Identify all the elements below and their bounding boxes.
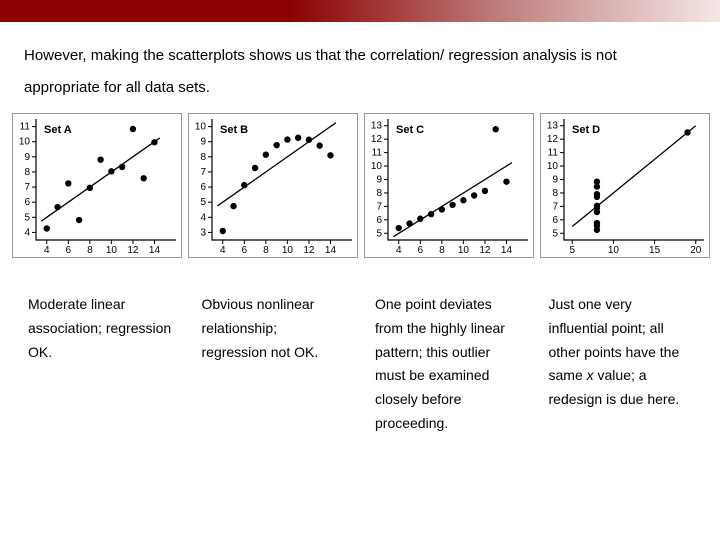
svg-text:20: 20 xyxy=(690,245,702,256)
svg-text:14: 14 xyxy=(501,245,513,256)
svg-text:10: 10 xyxy=(195,122,207,133)
caption-c: One point deviates from the highly linea… xyxy=(375,293,519,436)
svg-text:10: 10 xyxy=(282,245,294,256)
svg-text:13: 13 xyxy=(371,121,383,132)
svg-text:11: 11 xyxy=(20,122,31,133)
svg-text:4: 4 xyxy=(24,227,30,238)
svg-text:Set A: Set A xyxy=(44,124,72,136)
svg-text:6: 6 xyxy=(376,215,382,226)
svg-text:8: 8 xyxy=(87,245,93,256)
svg-text:6: 6 xyxy=(552,215,558,226)
svg-text:Set D: Set D xyxy=(572,124,600,136)
svg-text:6: 6 xyxy=(24,197,30,208)
header-gradient-bar xyxy=(0,0,720,22)
caption-d: Just one very influential point; all oth… xyxy=(549,293,693,436)
svg-text:9: 9 xyxy=(24,152,30,163)
svg-text:5: 5 xyxy=(552,228,558,239)
svg-text:9: 9 xyxy=(200,137,206,148)
captions-row: Moderate linear association; regression … xyxy=(0,263,720,436)
svg-text:9: 9 xyxy=(376,175,382,186)
svg-text:3: 3 xyxy=(200,227,206,238)
svg-text:Set C: Set C xyxy=(396,124,424,136)
chart-set-b: 4 6 8 10 12 14 3 4 5 6 7 8 9 10 Set B xyxy=(188,113,358,263)
svg-text:10: 10 xyxy=(106,245,118,256)
svg-text:10: 10 xyxy=(458,245,470,256)
svg-text:12: 12 xyxy=(127,245,139,256)
svg-text:10: 10 xyxy=(608,245,620,256)
svg-text:12: 12 xyxy=(479,245,491,256)
svg-text:Set B: Set B xyxy=(220,124,248,136)
svg-text:7: 7 xyxy=(200,167,206,178)
caption-b: Obvious nonlinear relationship; regressi… xyxy=(202,293,346,436)
svg-text:8: 8 xyxy=(200,152,206,163)
svg-text:6: 6 xyxy=(418,245,424,256)
svg-text:4: 4 xyxy=(200,212,206,223)
svg-text:10: 10 xyxy=(547,161,559,172)
svg-text:10: 10 xyxy=(19,137,31,148)
svg-text:12: 12 xyxy=(303,245,315,256)
svg-text:7: 7 xyxy=(376,201,382,212)
svg-text:8: 8 xyxy=(263,245,269,256)
svg-text:5: 5 xyxy=(200,197,206,208)
svg-text:9: 9 xyxy=(552,175,558,186)
svg-text:5: 5 xyxy=(569,245,575,256)
svg-text:8: 8 xyxy=(376,188,382,199)
svg-text:11: 11 xyxy=(372,148,383,159)
svg-text:10: 10 xyxy=(371,161,383,172)
svg-text:5: 5 xyxy=(376,228,382,239)
svg-text:8: 8 xyxy=(439,245,445,256)
intro-text: However, making the scatterplots shows u… xyxy=(0,22,720,113)
svg-text:6: 6 xyxy=(66,245,72,256)
svg-text:11: 11 xyxy=(548,148,559,159)
svg-text:6: 6 xyxy=(242,245,248,256)
svg-text:8: 8 xyxy=(552,188,558,199)
svg-text:7: 7 xyxy=(24,182,30,193)
svg-text:14: 14 xyxy=(149,245,161,256)
svg-text:5: 5 xyxy=(24,212,30,223)
svg-text:4: 4 xyxy=(396,245,402,256)
svg-text:7: 7 xyxy=(552,201,558,212)
svg-text:15: 15 xyxy=(649,245,661,256)
chart-set-c: 4 6 8 10 12 14 5 6 7 8 9 10 11 12 13 Set C xyxy=(364,113,534,263)
svg-text:4: 4 xyxy=(44,245,50,256)
chart-set-a: 4 6 8 10 12 14 4 5 6 7 8 9 10 11 Set A xyxy=(12,113,182,263)
chart-set-d: 5 10 15 20 5 6 7 8 9 10 11 12 13 Set D xyxy=(540,113,710,263)
svg-text:4: 4 xyxy=(220,245,226,256)
charts-row: 4 6 8 10 12 14 4 5 6 7 8 9 10 11 Set A 4 6 8 10 12 14 3 4 5 6 7 8… xyxy=(0,113,720,263)
svg-text:14: 14 xyxy=(325,245,337,256)
svg-text:12: 12 xyxy=(547,134,559,145)
svg-text:12: 12 xyxy=(371,134,383,145)
svg-text:13: 13 xyxy=(547,121,559,132)
svg-text:6: 6 xyxy=(200,182,206,193)
caption-a: Moderate linear association; regression … xyxy=(28,293,172,436)
svg-text:8: 8 xyxy=(24,167,30,178)
